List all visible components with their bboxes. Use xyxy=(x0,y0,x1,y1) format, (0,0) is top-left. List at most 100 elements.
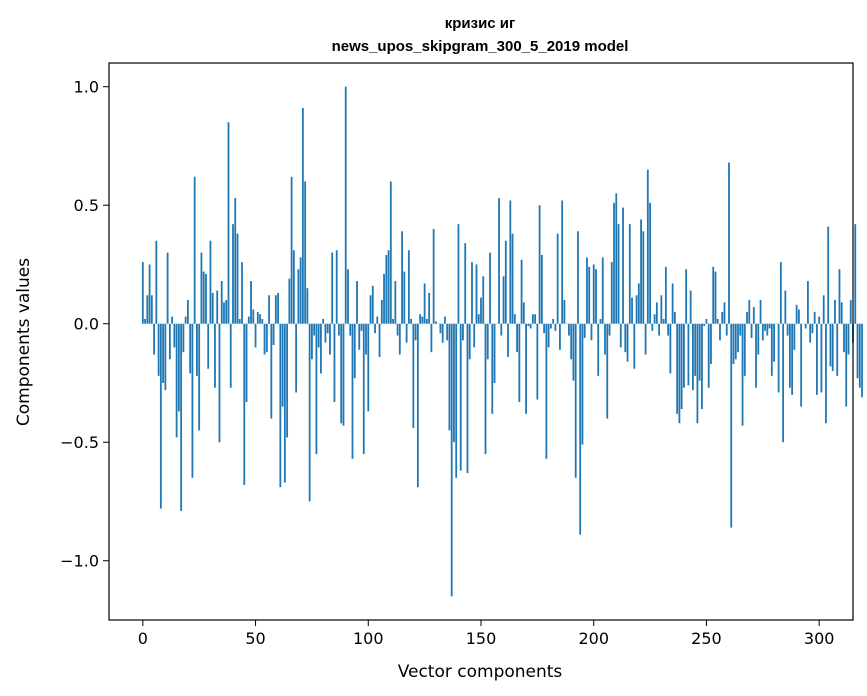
bar xyxy=(500,323,503,336)
bar xyxy=(376,316,379,324)
bar xyxy=(243,323,246,485)
bar xyxy=(807,281,809,324)
bar xyxy=(380,300,383,324)
bar xyxy=(468,323,471,360)
bar xyxy=(540,254,543,324)
bar xyxy=(563,300,566,324)
bar xyxy=(705,318,708,324)
x-tick-label: 250 xyxy=(691,629,722,648)
bar xyxy=(277,292,279,324)
bar xyxy=(157,323,160,376)
bar xyxy=(223,302,225,324)
bar xyxy=(144,318,146,324)
bar xyxy=(626,323,629,362)
bar xyxy=(292,250,295,324)
y-axis-ticks: −1.0 −0.5 0.0 0.5 1.0 xyxy=(60,78,109,571)
bar xyxy=(358,323,361,350)
bar xyxy=(635,295,638,324)
bar xyxy=(225,300,228,324)
bar xyxy=(389,181,392,324)
bar xyxy=(184,316,187,324)
bar xyxy=(590,323,593,341)
bar xyxy=(453,323,455,443)
bar xyxy=(827,226,830,324)
bar xyxy=(268,295,270,324)
bar xyxy=(646,169,649,324)
bar xyxy=(353,323,356,379)
bar xyxy=(326,323,329,334)
bar xyxy=(811,323,814,334)
bar xyxy=(725,323,728,336)
bar xyxy=(261,318,264,324)
bar xyxy=(673,311,676,324)
bar xyxy=(247,316,250,324)
bar xyxy=(525,323,527,414)
bar xyxy=(256,311,259,324)
bar xyxy=(820,323,823,393)
bar xyxy=(396,323,399,336)
bar xyxy=(692,323,694,391)
bar xyxy=(491,323,494,414)
bar xyxy=(797,309,800,324)
bar xyxy=(459,323,462,471)
bar xyxy=(793,323,796,350)
bar xyxy=(683,323,685,388)
bar xyxy=(822,295,825,324)
bar xyxy=(800,323,803,407)
bar xyxy=(549,323,552,329)
bar xyxy=(480,297,482,324)
bar xyxy=(658,323,661,336)
bar xyxy=(387,250,390,324)
bar xyxy=(405,323,408,343)
bar xyxy=(664,266,667,324)
bar xyxy=(378,323,381,357)
bar xyxy=(272,323,275,346)
bar xyxy=(750,323,753,338)
bar xyxy=(752,307,755,324)
x-axis-ticks: 0 50 100 150 200 250 300 xyxy=(138,620,834,648)
bar xyxy=(444,316,446,324)
bar xyxy=(320,323,322,374)
bar xyxy=(168,323,171,360)
bar xyxy=(153,323,155,355)
bar xyxy=(398,323,401,355)
bar xyxy=(777,323,780,393)
bar xyxy=(601,257,604,324)
bar xyxy=(457,224,460,324)
bar xyxy=(559,323,561,350)
bar xyxy=(631,297,633,324)
bar xyxy=(858,323,861,388)
bar xyxy=(779,262,782,324)
bar xyxy=(513,314,516,324)
bar xyxy=(689,290,692,324)
bar xyxy=(430,323,433,353)
bar xyxy=(701,323,703,410)
bar xyxy=(367,323,370,412)
bar xyxy=(471,262,473,324)
bar xyxy=(425,318,428,324)
bar xyxy=(651,323,654,331)
bar xyxy=(592,264,595,324)
bar xyxy=(633,323,636,369)
bar xyxy=(329,323,331,355)
bar xyxy=(486,323,489,360)
bar xyxy=(529,323,532,329)
bar xyxy=(250,281,252,324)
bar xyxy=(232,224,234,324)
bar xyxy=(624,323,627,353)
bar xyxy=(861,323,863,398)
x-tick-label: 50 xyxy=(245,629,265,648)
bar xyxy=(274,295,277,324)
bar xyxy=(473,323,476,348)
bar xyxy=(421,316,424,324)
bar xyxy=(446,323,449,341)
bar xyxy=(687,323,690,386)
bar xyxy=(340,323,343,424)
bar xyxy=(804,323,807,329)
bar xyxy=(759,300,762,324)
bar xyxy=(739,323,742,336)
bar xyxy=(854,224,857,324)
bar xyxy=(840,302,843,324)
bar xyxy=(849,300,852,324)
bar xyxy=(723,302,726,324)
